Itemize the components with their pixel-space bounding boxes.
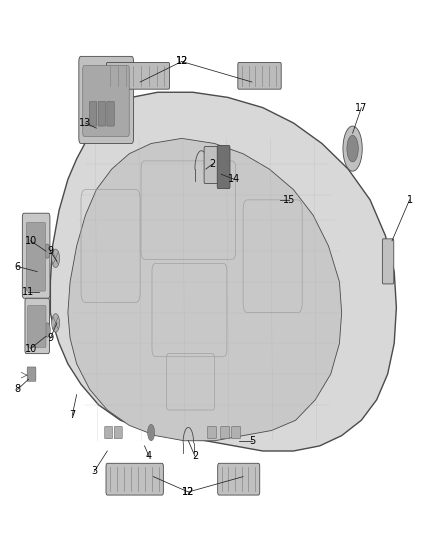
Text: 14: 14 xyxy=(228,174,240,184)
Text: 15: 15 xyxy=(283,195,295,205)
FancyBboxPatch shape xyxy=(107,101,114,126)
Circle shape xyxy=(343,126,362,171)
Circle shape xyxy=(52,313,60,332)
Text: 12: 12 xyxy=(182,487,194,497)
Circle shape xyxy=(347,135,358,162)
Text: 3: 3 xyxy=(91,466,97,477)
Polygon shape xyxy=(50,92,396,451)
FancyBboxPatch shape xyxy=(27,367,36,381)
FancyBboxPatch shape xyxy=(218,463,260,495)
Text: 12: 12 xyxy=(176,56,188,67)
FancyBboxPatch shape xyxy=(208,426,216,439)
Circle shape xyxy=(148,424,155,441)
Text: 13: 13 xyxy=(79,118,92,128)
FancyBboxPatch shape xyxy=(232,426,240,439)
Text: 5: 5 xyxy=(249,436,255,446)
Text: 17: 17 xyxy=(355,103,367,112)
Text: 9: 9 xyxy=(47,333,53,343)
FancyBboxPatch shape xyxy=(25,298,49,353)
Polygon shape xyxy=(68,139,342,441)
Text: 9: 9 xyxy=(47,246,53,256)
FancyBboxPatch shape xyxy=(26,222,46,291)
FancyBboxPatch shape xyxy=(98,101,106,126)
Text: 2: 2 xyxy=(192,451,198,461)
FancyBboxPatch shape xyxy=(221,426,230,439)
FancyBboxPatch shape xyxy=(89,101,97,126)
FancyBboxPatch shape xyxy=(28,305,46,348)
FancyBboxPatch shape xyxy=(114,426,122,439)
FancyBboxPatch shape xyxy=(22,213,50,298)
FancyBboxPatch shape xyxy=(105,426,113,439)
FancyBboxPatch shape xyxy=(83,66,129,136)
Text: 10: 10 xyxy=(25,236,37,246)
FancyBboxPatch shape xyxy=(217,146,230,189)
FancyBboxPatch shape xyxy=(238,62,281,89)
FancyBboxPatch shape xyxy=(79,56,134,143)
FancyBboxPatch shape xyxy=(106,62,170,89)
Circle shape xyxy=(52,249,60,268)
Text: 12: 12 xyxy=(176,56,188,67)
Circle shape xyxy=(44,323,50,337)
Text: 4: 4 xyxy=(146,451,152,461)
Text: 12: 12 xyxy=(182,487,194,497)
Text: 10: 10 xyxy=(25,343,37,353)
Text: 7: 7 xyxy=(69,410,75,420)
Circle shape xyxy=(44,244,50,259)
FancyBboxPatch shape xyxy=(204,147,218,183)
Text: 11: 11 xyxy=(22,287,35,297)
Text: 6: 6 xyxy=(14,262,21,271)
FancyBboxPatch shape xyxy=(382,239,394,284)
FancyBboxPatch shape xyxy=(106,463,163,495)
Text: 8: 8 xyxy=(14,384,21,394)
Text: 1: 1 xyxy=(406,195,413,205)
Text: 2: 2 xyxy=(209,159,215,169)
